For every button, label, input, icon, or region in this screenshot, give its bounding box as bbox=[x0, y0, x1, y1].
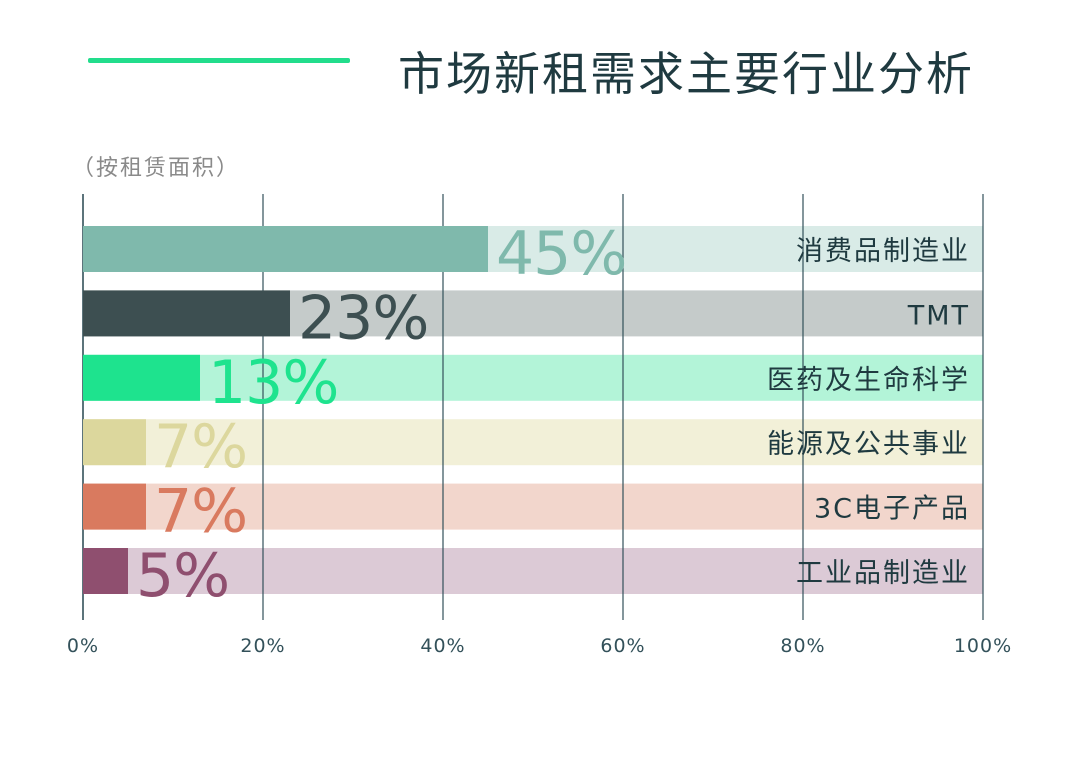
category-label: 工业品制造业 bbox=[796, 558, 970, 589]
x-tick-label: 80% bbox=[780, 635, 825, 657]
bar-track bbox=[83, 419, 983, 466]
category-label: TMT bbox=[907, 300, 970, 331]
bar bbox=[83, 548, 128, 594]
bars bbox=[83, 226, 488, 594]
chart-subtitle: （按租赁面积） bbox=[72, 156, 241, 181]
chart-title: 市场新租需求主要行业分析 bbox=[398, 47, 974, 101]
x-tick-label: 60% bbox=[600, 635, 645, 657]
bar bbox=[83, 419, 146, 466]
data-label: 7% bbox=[154, 412, 247, 482]
data-label: 7% bbox=[154, 477, 247, 547]
category-label: 能源及公共事业 bbox=[767, 429, 970, 460]
category-label: 医药及生命科学 bbox=[767, 365, 970, 396]
data-label: 45% bbox=[496, 219, 626, 289]
data-label: 13% bbox=[208, 348, 338, 418]
x-tick-label: 0% bbox=[67, 635, 99, 657]
bar bbox=[83, 483, 146, 530]
bar bbox=[83, 354, 200, 401]
x-tick-label: 100% bbox=[954, 635, 1012, 657]
bar-track bbox=[83, 483, 983, 530]
x-axis-ticks: 0% 20% 40% 60% 80% 100% bbox=[67, 635, 1012, 657]
data-label: 23% bbox=[298, 283, 428, 353]
bar bbox=[83, 290, 290, 337]
data-label: 5% bbox=[136, 541, 229, 611]
value-labels: 45%23%13%7%7%5% bbox=[136, 219, 627, 611]
x-tick-label: 40% bbox=[420, 635, 465, 657]
x-tick-label: 20% bbox=[240, 635, 285, 657]
bar-track bbox=[83, 548, 983, 594]
title-accent-line bbox=[88, 58, 350, 63]
category-label: 3C电子产品 bbox=[814, 494, 970, 525]
bar-track bbox=[83, 354, 983, 401]
bar bbox=[83, 226, 488, 272]
category-label: 消费品制造业 bbox=[796, 236, 970, 267]
